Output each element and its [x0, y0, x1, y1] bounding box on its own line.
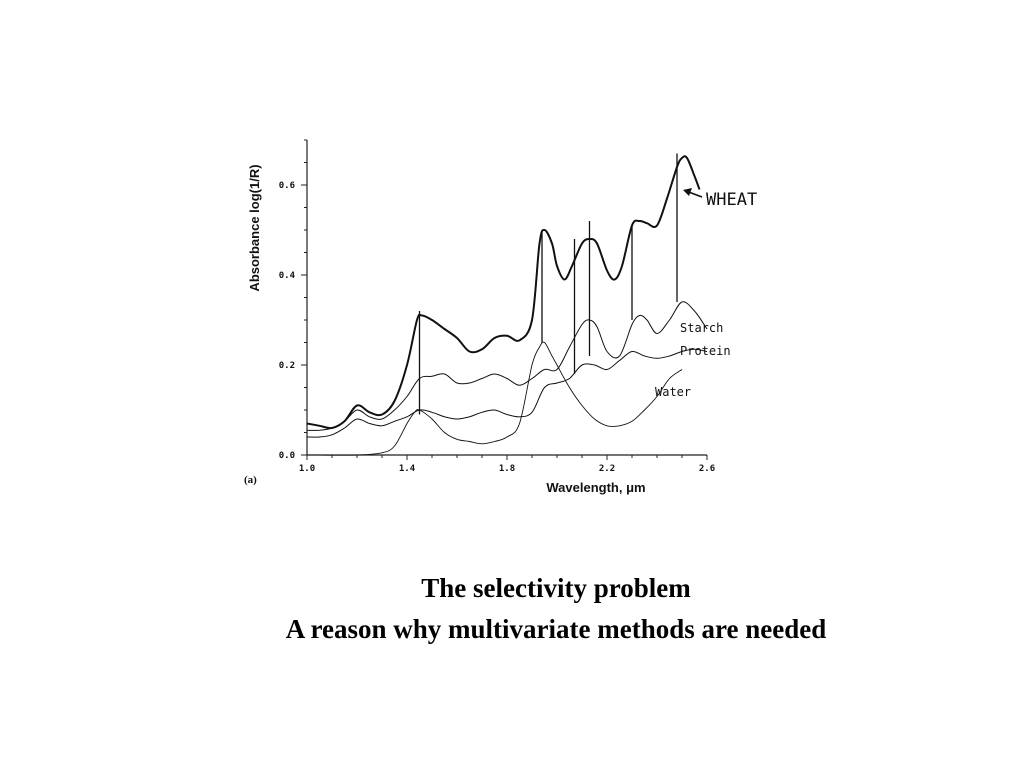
x-tick-label: 1.4: [399, 464, 416, 474]
x-tick-label: 1.0: [299, 464, 315, 474]
series-line-wheat: [306, 155, 701, 430]
y-axis-title: Absorbance log(1/R): [247, 164, 262, 291]
wheat-pointer-arrow: [683, 188, 703, 198]
series-label-water: Water: [655, 385, 691, 399]
x-tick-label: 2.2: [599, 464, 615, 474]
caption-title: The selectivity problem: [421, 573, 691, 603]
caption-subtitle: A reason why multivariate methods are ne…: [285, 614, 827, 644]
x-axis-title: Wavelength, μm: [546, 480, 645, 495]
y-tick-label: 0.6: [279, 181, 295, 191]
series-label-wheat: WHEAT: [706, 190, 757, 210]
y-tick-label: 0.2: [279, 361, 295, 371]
y-tick-label: 0.0: [279, 451, 295, 461]
series-label-starch: Starch: [680, 321, 723, 335]
series-label-protein: Protein: [680, 344, 731, 358]
x-tick-label: 1.8: [499, 464, 515, 474]
chart-series: [306, 155, 708, 456]
y-tick-label: 0.4: [279, 271, 296, 281]
panel-label: (a): [244, 474, 257, 486]
x-tick-label: 2.6: [699, 464, 715, 474]
chart-axes: 1.0 1.4 1.8 2.2 2.6 0.0 0.2 0.4 0.6: [279, 139, 715, 474]
chart-marker-lines: [418, 153, 678, 415]
series-line-starch: [306, 301, 708, 431]
series-line-protein: [306, 348, 708, 438]
series-line-water: [306, 341, 683, 456]
